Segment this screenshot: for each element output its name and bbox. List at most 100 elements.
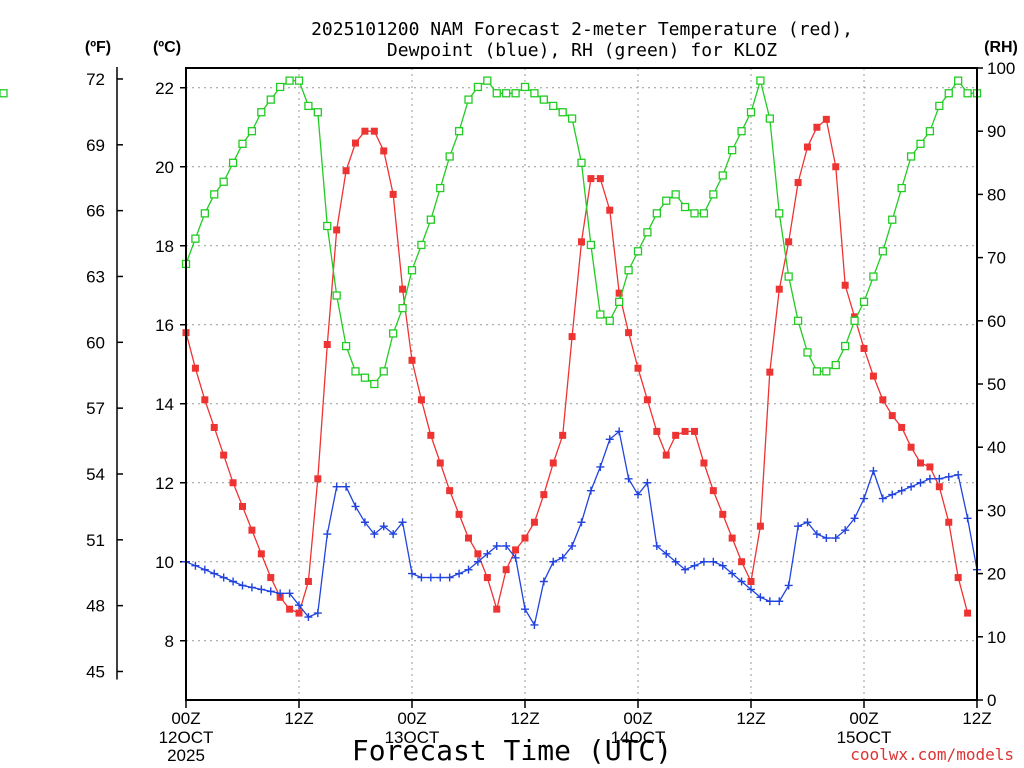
2-meter-temperature-point	[578, 238, 585, 246]
2-meter-temperature-point	[935, 483, 943, 491]
2-meter-temperature-point	[898, 423, 906, 431]
dewpoint-point	[935, 474, 944, 483]
2-meter-temperature-point	[945, 518, 953, 526]
2-meter-temperature-point	[888, 412, 896, 420]
2-meter-temperature-point	[455, 510, 463, 518]
dewpoint-point	[398, 518, 407, 527]
dewpoint-point	[699, 557, 708, 566]
rh-tick-label: 60	[987, 312, 1006, 331]
2-meter-temperature-point	[323, 341, 331, 348]
2-meter-temperature-point	[775, 285, 783, 293]
2-meter-temperature-point	[869, 372, 877, 380]
rh-point	[370, 379, 379, 389]
rh-tick-label: 80	[987, 185, 1006, 204]
2-meter-temperature-point	[634, 364, 642, 372]
rh-point	[888, 215, 897, 224]
rh-point	[803, 348, 812, 357]
dewpoint-point	[313, 609, 322, 618]
rh-point	[323, 221, 332, 231]
celsius-tick-label: 12	[155, 474, 174, 493]
rh-point	[530, 89, 539, 98]
dewpoint-point	[728, 569, 737, 578]
2-meter-temperature-point	[691, 427, 698, 435]
dewpoint-point	[257, 585, 266, 594]
2-meter-temperature-point	[709, 487, 717, 495]
2-meter-temperature-point	[804, 143, 811, 151]
dewpoint-point	[445, 573, 454, 582]
dewpoint-point	[756, 593, 765, 602]
rh-point	[699, 209, 709, 218]
x-tick-label: 00Z	[623, 709, 652, 728]
rh-point	[549, 101, 558, 111]
2-meter-temperature-point	[832, 163, 840, 171]
dewpoint-point	[822, 534, 831, 543]
rh-point	[304, 101, 313, 111]
dewpoint-point	[831, 534, 840, 543]
dewpoint-point	[530, 620, 539, 629]
fahrenheit-tick-label: 54	[86, 465, 105, 484]
dewpoint-point	[718, 561, 727, 570]
rh-point	[850, 316, 859, 325]
celsius-tick-label: 14	[155, 395, 174, 414]
rh-tick-label: 20	[987, 565, 1006, 584]
2-meter-temperature-point	[756, 522, 764, 530]
rh-point	[596, 310, 605, 319]
2-meter-temperature-point	[672, 431, 680, 439]
dewpoint-point	[925, 474, 934, 483]
celsius-tick-label: 22	[155, 79, 174, 98]
2-meter-temperature-point	[662, 451, 670, 459]
rh-point	[567, 114, 577, 123]
dewpoint-point	[841, 526, 850, 535]
dewpoint-point	[539, 577, 548, 586]
dewpoint-point	[634, 490, 642, 499]
2-meter-temperature-point	[606, 206, 614, 214]
2-meter-temperature-point	[738, 558, 746, 566]
x-tick-sublabel: 12OCT	[159, 728, 214, 747]
rh-point	[831, 360, 840, 370]
rh-point	[822, 367, 831, 376]
rh-point	[285, 76, 294, 85]
rh-unit-label: (RH)	[984, 39, 1018, 56]
rh-point	[332, 291, 341, 300]
2-meter-temperature-point	[474, 550, 482, 558]
dewpoint-point	[907, 482, 916, 491]
fahrenheit-tick-label: 66	[86, 202, 105, 221]
rh-point	[841, 341, 850, 351]
dewpoint-point	[850, 514, 859, 523]
2-meter-temperature-point	[700, 459, 708, 467]
rh-point	[313, 108, 322, 117]
fahrenheit-unit-label: (ºF)	[85, 39, 111, 56]
rh-point	[935, 101, 944, 111]
2-meter-temperature-point	[220, 451, 228, 459]
2-meter-temperature-point	[446, 487, 454, 495]
rh-point	[633, 247, 643, 256]
x-tick-sublabel: 15OCT	[837, 728, 892, 747]
rh-point	[586, 240, 596, 250]
fahrenheit-tick-label: 45	[86, 662, 105, 681]
rh-point	[671, 190, 680, 199]
dewpoint-point	[276, 589, 285, 598]
dewpoint-point	[671, 557, 680, 566]
2-meter-temperature-point	[964, 609, 972, 617]
dewpoint-point	[775, 597, 784, 606]
2-meter-temperature-point	[370, 127, 378, 135]
rh-point	[351, 367, 360, 376]
dewpoint-point	[266, 587, 275, 596]
2-meter-temperature-point	[333, 226, 341, 234]
2-meter-temperature-point	[643, 396, 651, 404]
dewpoint-point	[954, 470, 963, 479]
celsius-tick-label: 18	[155, 237, 174, 256]
rh-point	[784, 272, 793, 281]
2-meter-temperature-point	[794, 179, 802, 187]
2-meter-temperature-point	[295, 609, 303, 617]
dewpoint-point	[379, 522, 388, 531]
2-meter-temperature-point	[926, 463, 934, 471]
2-meter-temperature-point	[530, 518, 538, 526]
dewpoint-point	[247, 583, 256, 592]
rh-line	[185, 78, 977, 385]
rh-point	[417, 240, 426, 250]
rh-point	[454, 127, 464, 136]
rh-tick-label: 10	[987, 628, 1006, 647]
2-meter-temperature-point	[191, 364, 199, 372]
rh-point	[407, 266, 417, 275]
